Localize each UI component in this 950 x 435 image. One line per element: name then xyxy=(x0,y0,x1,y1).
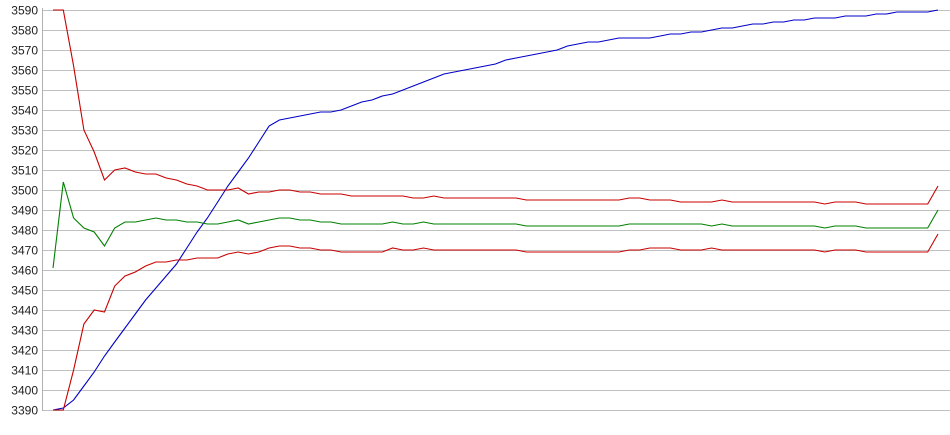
y-tick-label: 3480 xyxy=(11,224,38,238)
y-tick-label: 3460 xyxy=(11,264,38,278)
y-tick-label: 3580 xyxy=(11,24,38,38)
y-tick-label: 3530 xyxy=(11,124,38,138)
series-lines xyxy=(52,9,939,411)
y-axis-ticks: 3390 3400 3410 3420 3430 3440 3450 3460 3470 3480… xyxy=(11,4,38,418)
y-tick-label: 3410 xyxy=(11,364,38,378)
y-tick-label: 3450 xyxy=(11,284,38,298)
y-tick-label: 3560 xyxy=(11,64,38,78)
y-tick-label: 3590 xyxy=(11,4,38,18)
y-tick-label: 3470 xyxy=(11,244,38,258)
y-tick-label: 3570 xyxy=(11,44,38,58)
y-tick-label: 3550 xyxy=(11,84,38,98)
series-line-2 xyxy=(52,181,939,269)
y-tick-label: 3390 xyxy=(11,404,38,418)
y-tick-label: 3540 xyxy=(11,104,38,118)
y-tick-label: 3400 xyxy=(11,384,38,398)
series-line-1 xyxy=(53,9,939,205)
y-tick-label: 3500 xyxy=(11,184,38,198)
gridlines xyxy=(43,10,950,411)
y-tick-label: 3420 xyxy=(11,344,38,358)
y-tick-label: 3510 xyxy=(11,164,38,178)
y-tick-label: 3490 xyxy=(11,204,38,218)
y-tick-label: 3430 xyxy=(11,324,38,338)
series-line-0 xyxy=(52,9,939,411)
y-tick-label: 3520 xyxy=(11,144,38,158)
series-line-3 xyxy=(53,233,939,411)
y-tick-label: 3440 xyxy=(11,304,38,318)
